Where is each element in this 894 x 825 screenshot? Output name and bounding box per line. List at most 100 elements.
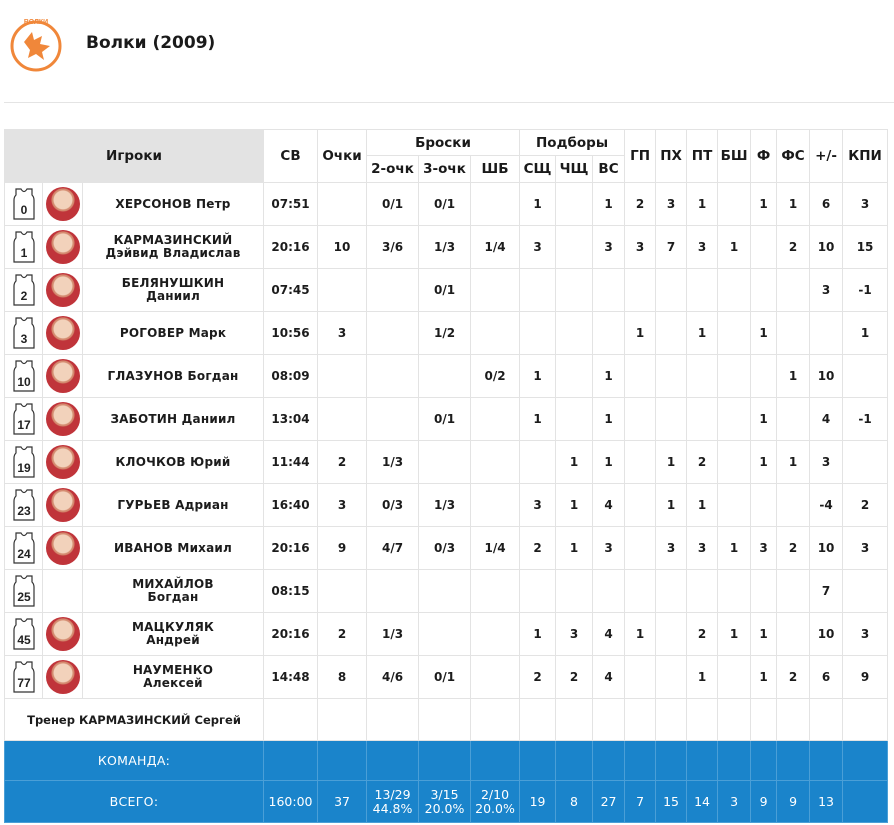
stat-min: 11:44	[263, 440, 319, 484]
stat-tr: 4	[592, 612, 626, 656]
stat-pm: 3	[809, 440, 844, 484]
stat-f	[750, 569, 778, 613]
player-name[interactable]: КАРМАЗИНСКИЙ Дэйвид Владислав	[81, 225, 265, 269]
player-name[interactable]: НАУМЕНКО Алексей	[81, 655, 265, 699]
player-photo[interactable]	[45, 531, 80, 565]
header-off-reb[interactable]: ЧЩ	[555, 155, 594, 183]
stat-pm: 10	[809, 354, 844, 398]
player-name[interactable]: РОГОВЕР Марк	[81, 311, 265, 355]
team-title: Волки (2009)	[86, 33, 216, 53]
stat-as: 2	[624, 182, 657, 226]
stat-ft	[470, 612, 521, 656]
jersey-cell: 23	[4, 483, 43, 527]
player-photo[interactable]	[45, 488, 80, 522]
jersey-number: 3	[20, 332, 27, 346]
jersey-icon: 19	[12, 446, 35, 478]
stat-bl: 1	[717, 526, 752, 570]
player-photo[interactable]	[46, 574, 80, 608]
header-blocks[interactable]: БШ	[717, 129, 752, 183]
header-three-pt[interactable]: 3-очк	[418, 155, 472, 183]
stat-pts: 10	[317, 225, 368, 269]
player-name-line1: ГЛАЗУНОВ Богдан	[107, 368, 239, 383]
player-name[interactable]: ГУРЬЕВ Адриан	[81, 483, 265, 527]
stat-min: 14:48	[263, 655, 319, 699]
header-total-reb[interactable]: ВС	[592, 155, 626, 183]
header-assists[interactable]: ГП	[624, 129, 657, 183]
player-photo[interactable]	[45, 273, 80, 307]
header-fouls-drawn[interactable]: ФС	[776, 129, 811, 183]
jersey-icon: 1	[12, 231, 35, 263]
totals-min: 160:00	[263, 780, 319, 823]
jersey-number: 45	[17, 633, 31, 647]
stat-pts	[317, 397, 368, 441]
header-fouls[interactable]: Ф	[750, 129, 778, 183]
stat-pts	[317, 268, 368, 312]
stat-fd: 1	[776, 440, 811, 484]
player-photo[interactable]	[45, 187, 80, 221]
header-two-pt[interactable]: 2-очк	[366, 155, 420, 183]
player-name[interactable]: ИВАНОВ Михаил	[81, 526, 265, 570]
stat-as: 1	[624, 612, 657, 656]
header-def-reb[interactable]: СЩ	[519, 155, 557, 183]
player-name[interactable]: ЗАБОТИН Даниил	[81, 397, 265, 441]
header-points[interactable]: Очки	[317, 129, 368, 183]
player-name[interactable]: ХЕРСОНОВ Петр	[81, 182, 265, 226]
player-photo[interactable]	[45, 445, 80, 479]
stat-tr	[592, 268, 626, 312]
stat-bl	[717, 569, 752, 613]
jersey-icon: 23	[12, 489, 35, 521]
player-name[interactable]: МИХАЙЛОВ Богдан	[81, 569, 265, 613]
stat-min: 20:16	[263, 526, 319, 570]
stat-eff	[842, 354, 889, 398]
stat-p3: 0/1	[418, 397, 472, 441]
stat-pm: 6	[809, 655, 844, 699]
header-players[interactable]: Игроки	[3, 129, 265, 183]
stat-min: 07:45	[263, 268, 319, 312]
player-name[interactable]: МАЦКУЛЯК Андрей	[81, 612, 265, 656]
player-photo[interactable]	[45, 316, 80, 350]
player-photo[interactable]	[45, 359, 80, 393]
header-minutes[interactable]: СВ	[263, 129, 319, 183]
header-steals[interactable]: ПТ	[686, 129, 719, 183]
jersey-number: 0	[20, 203, 27, 217]
stat-fd: 1	[776, 354, 811, 398]
stat-ft	[470, 182, 521, 226]
stat-bl	[717, 354, 752, 398]
jersey-cell: 10	[4, 354, 43, 398]
totals-tr: 27	[592, 780, 626, 823]
header-plus-minus[interactable]: +/-	[809, 129, 844, 183]
stat-p2	[366, 268, 420, 312]
player-row: 1 КАРМАЗИНСКИЙ Дэйвид Владислав 20:16 10 3/6 1…	[4, 225, 889, 269]
player-photo[interactable]	[45, 617, 80, 651]
team-logo-icon[interactable]: ВОЛКИ	[10, 16, 62, 72]
stat-ft	[470, 483, 521, 527]
stat-to	[655, 311, 688, 355]
stat-dr: 1	[519, 354, 557, 398]
stat-p2: 0/3	[366, 483, 420, 527]
totals-or: 8	[555, 780, 594, 823]
jersey-icon: 3	[12, 317, 35, 349]
player-name[interactable]: ГЛАЗУНОВ Богдан	[81, 354, 265, 398]
stat-fd: 2	[776, 225, 811, 269]
stat-eff: 3	[842, 182, 889, 226]
stat-tr: 3	[592, 526, 626, 570]
header-turnovers[interactable]: ПХ	[655, 129, 688, 183]
player-name[interactable]: БЕЛЯНУШКИН Даниил	[81, 268, 265, 312]
player-name[interactable]: КЛОЧКОВ Юрий	[81, 440, 265, 484]
jersey-icon: 45	[12, 618, 35, 650]
player-row: 77 НАУМЕНКО Алексей 14:48 8 4/6 0/1 2 2 4 1 1 2 6 9	[4, 655, 889, 699]
player-photo[interactable]	[45, 230, 80, 264]
stat-to	[655, 612, 688, 656]
player-name-line2: Андрей	[146, 633, 200, 647]
totals-p3: 3/15 20.0%	[418, 780, 472, 823]
player-row: 10 ГЛАЗУНОВ Богдан 08:09 0/2 1 1 1 10	[4, 354, 889, 398]
player-photo[interactable]	[45, 660, 80, 694]
player-photo[interactable]	[45, 402, 80, 436]
stat-bl	[717, 440, 752, 484]
stat-tr: 1	[592, 397, 626, 441]
stat-bl	[717, 655, 752, 699]
stat-pts: 9	[317, 526, 368, 570]
header-free-throws[interactable]: ШБ	[470, 155, 521, 183]
team-header: ВОЛКИ Волки (2009)	[0, 0, 894, 90]
header-efficiency[interactable]: КПИ	[842, 129, 889, 183]
